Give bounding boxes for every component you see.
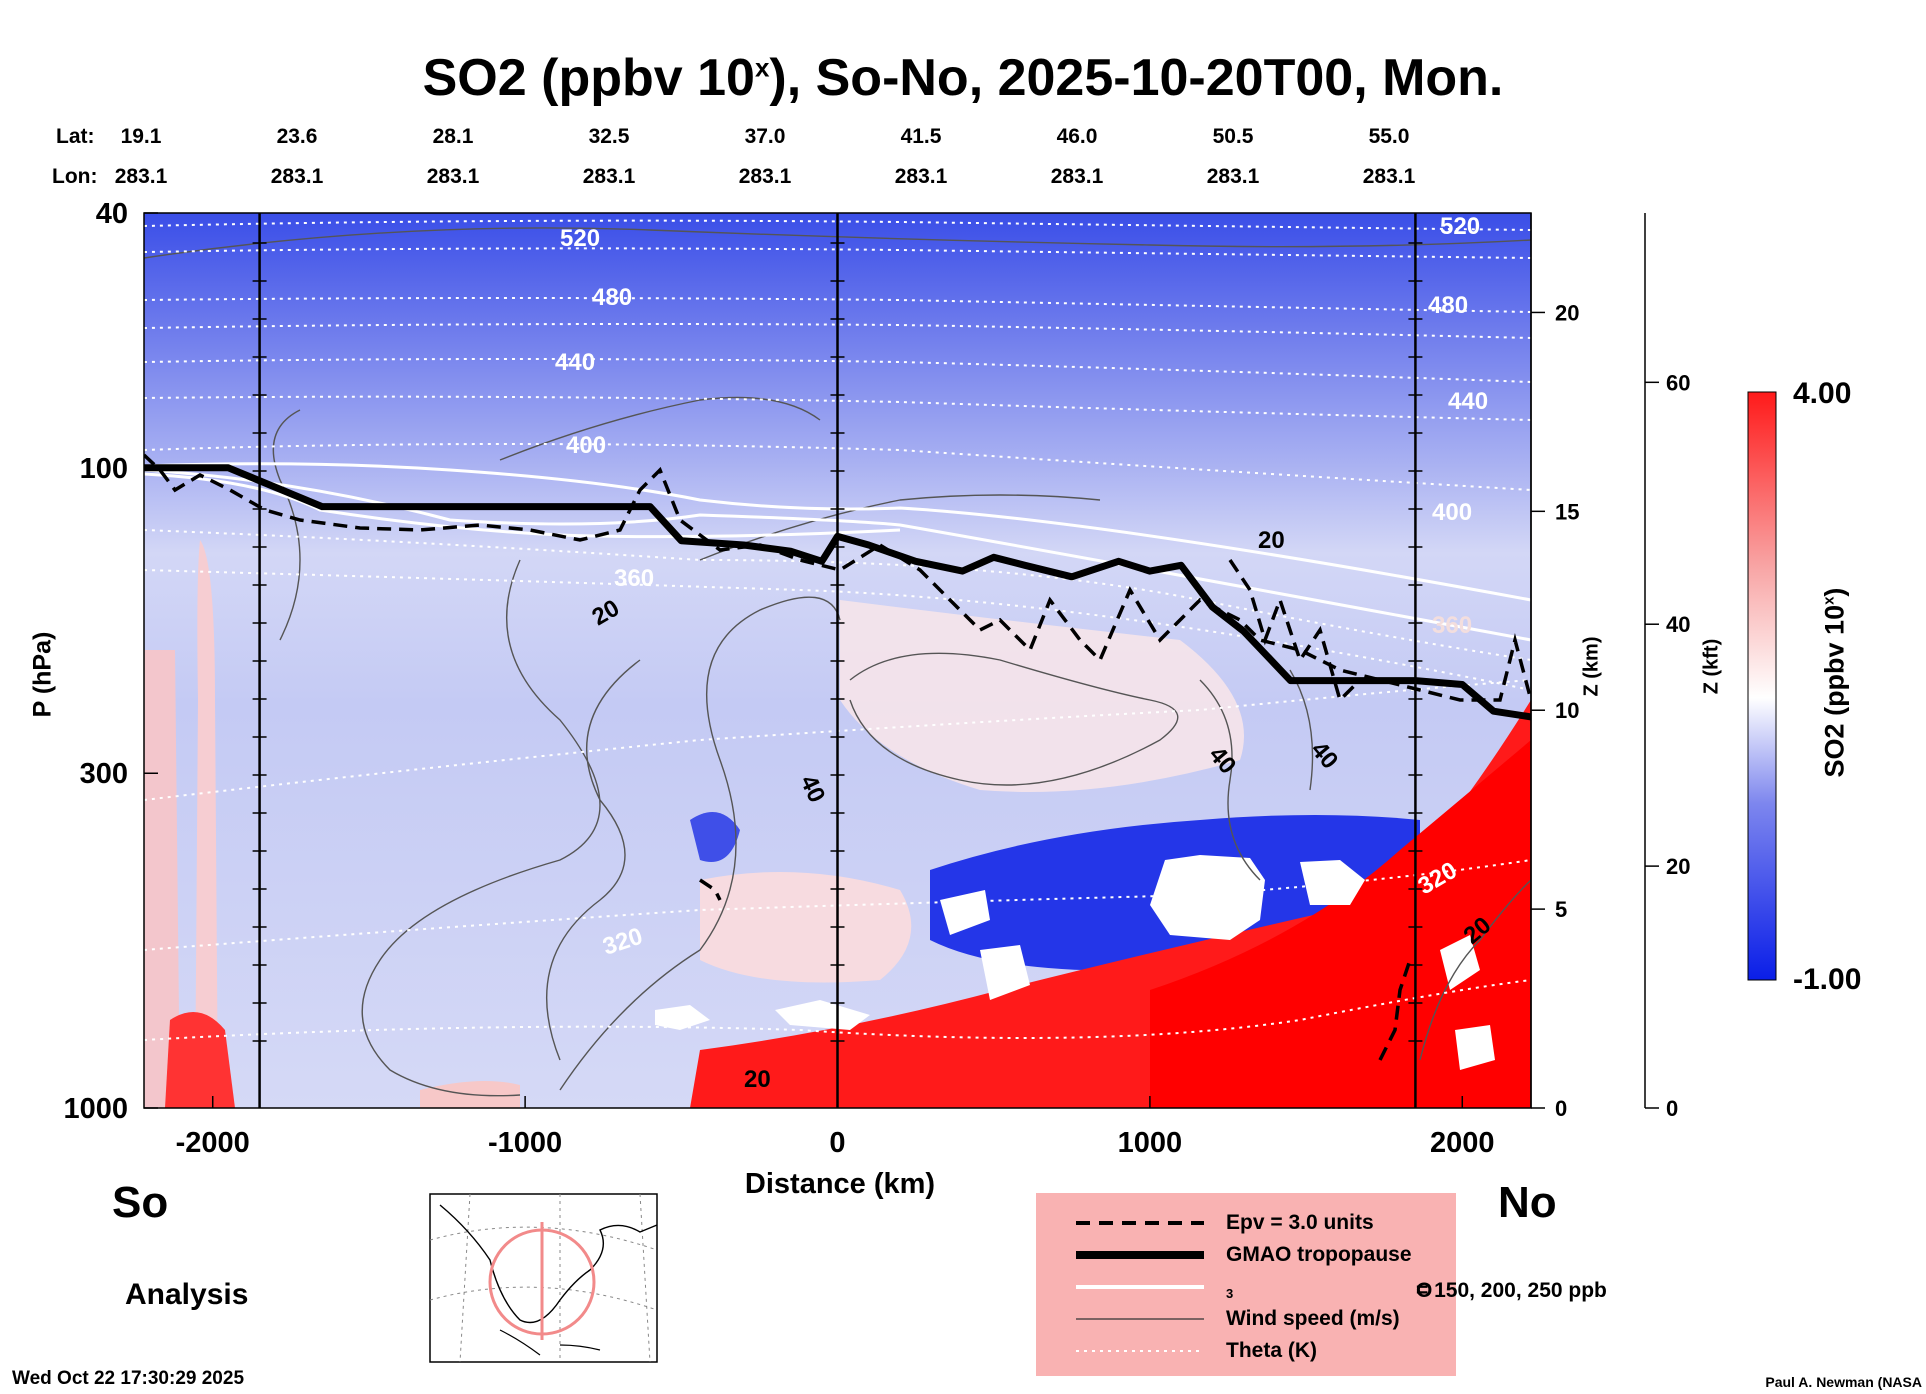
author-credit: Paul A. Newman (NASA (1765, 1374, 1922, 1390)
lon-value: 283.1 (114, 165, 168, 188)
theta-label-360-right: 360 (1432, 612, 1472, 639)
z-km-label: Z (km) (1580, 636, 1603, 697)
gmao-tropopause-line (144, 464, 1531, 721)
lat-value: 41.5 (900, 125, 942, 148)
legend-swatch-thick (1076, 1251, 1204, 1259)
analysis-label: Analysis (125, 1278, 249, 1311)
lon-value: 283.1 (1050, 165, 1104, 188)
legend-item-tropopause: GMAO tropopause (1036, 1239, 1456, 1271)
lon-value: 283.1 (582, 165, 636, 188)
north-label: No (1498, 1178, 1557, 1227)
chart-title: SO2 (ppbv 10x), So-No, 2025-10-20T00, Mo… (422, 49, 1504, 107)
x-tick-label: -1000 (488, 1127, 562, 1159)
legend-swatch-dotted (1076, 1350, 1204, 1352)
lon-value: 283.1 (270, 165, 324, 188)
colorbar-max-label: 4.00 (1793, 377, 1852, 410)
colorbar-title: SO2 (ppbv 10x) (1819, 587, 1850, 778)
z-kft-tick-label: 60 (1666, 370, 1690, 395)
theta-label-520-right: 520 (1440, 213, 1480, 240)
legend-swatch-white (1076, 1285, 1204, 1289)
y-tick-label: 1000 (63, 1093, 128, 1125)
legend-label-wind: Wind speed (m/s) (1226, 1307, 1400, 1330)
x-tick-label: 1000 (1118, 1127, 1183, 1159)
lon-value: 283.1 (426, 165, 480, 188)
y-tick-label: 300 (80, 758, 128, 790)
legend-swatch-dashed (1076, 1221, 1204, 1225)
x-tick-label: 0 (829, 1127, 845, 1159)
legend-label-epv: Epv = 3.0 units (1226, 1211, 1374, 1234)
z-kft-tick-label: 0 (1666, 1096, 1678, 1121)
legend-item-epv: Epv = 3.0 units (1036, 1207, 1456, 1239)
lat-value: 55.0 (1368, 125, 1410, 148)
x-axis-label: Distance (km) (744, 1168, 936, 1200)
lat-value: 46.0 (1056, 125, 1098, 148)
theta-label-480-right: 480 (1428, 292, 1468, 319)
lon-value: 283.1 (738, 165, 792, 188)
theta-label-440-right: 440 (1448, 388, 1488, 415)
colorbar-min-label: -1.00 (1793, 963, 1862, 996)
z-km-tick-label: 20 (1555, 300, 1579, 325)
legend-item-wind: Wind speed (m/s) (1036, 1303, 1456, 1335)
theta-label-400-right: 400 (1432, 499, 1472, 526)
z-km-tick-label: 0 (1555, 1096, 1567, 1121)
z-km-tick-label: 10 (1555, 698, 1579, 723)
theta-label-360-left: 360 (614, 565, 654, 592)
x-tick-label: 2000 (1430, 1127, 1495, 1159)
y-tick-label: 40 (96, 198, 128, 230)
y-tick-label: 100 (80, 453, 128, 485)
lat-label: Lat: (56, 125, 95, 148)
wind-label-20-c: 20 (744, 1066, 771, 1093)
z-km-tick-label: 5 (1555, 897, 1567, 922)
axes-layer: -2000 -1000 0 1000 2000 40 100 300 1000 0 5 10 15 20 0… (63, 198, 1690, 1159)
legend-label-tropopause: GMAO tropopause (1226, 1243, 1412, 1266)
lat-value: 23.6 (276, 125, 318, 148)
colorbar (1747, 391, 1777, 981)
theta-label-520-left: 520 (560, 225, 600, 252)
south-label: So (112, 1178, 169, 1227)
legend-item-theta: Theta (K) (1036, 1335, 1456, 1367)
theta-label-400-left: 400 (566, 432, 606, 459)
z-kft-tick-label: 20 (1666, 854, 1690, 879)
lat-value: 28.1 (432, 125, 474, 148)
timestamp: Wed Oct 22 17:30:29 2025 (12, 1368, 245, 1389)
x-tick-label: -2000 (176, 1127, 250, 1159)
theta-label-480-left: 480 (592, 284, 632, 311)
lon-value: 283.1 (1362, 165, 1416, 188)
lat-value: 37.0 (744, 125, 786, 148)
theta-label-440-left: 440 (555, 349, 595, 376)
lat-value: 19.1 (120, 125, 162, 148)
lat-value: 32.5 (588, 125, 630, 148)
legend-label-theta: Theta (K) (1226, 1339, 1317, 1362)
lon-value: 283.1 (1206, 165, 1260, 188)
inset-map (429, 1193, 658, 1363)
z-kft-label: Z (kft) (1700, 638, 1723, 695)
z-km-tick-label: 15 (1555, 499, 1579, 524)
legend-swatch-thin (1076, 1318, 1204, 1320)
lon-value: 283.1 (894, 165, 948, 188)
lat-value: 50.5 (1212, 125, 1254, 148)
lon-label: Lon: (52, 165, 98, 188)
wind-label-20-a: 20 (1258, 527, 1285, 554)
z-kft-tick-label: 40 (1666, 612, 1690, 637)
